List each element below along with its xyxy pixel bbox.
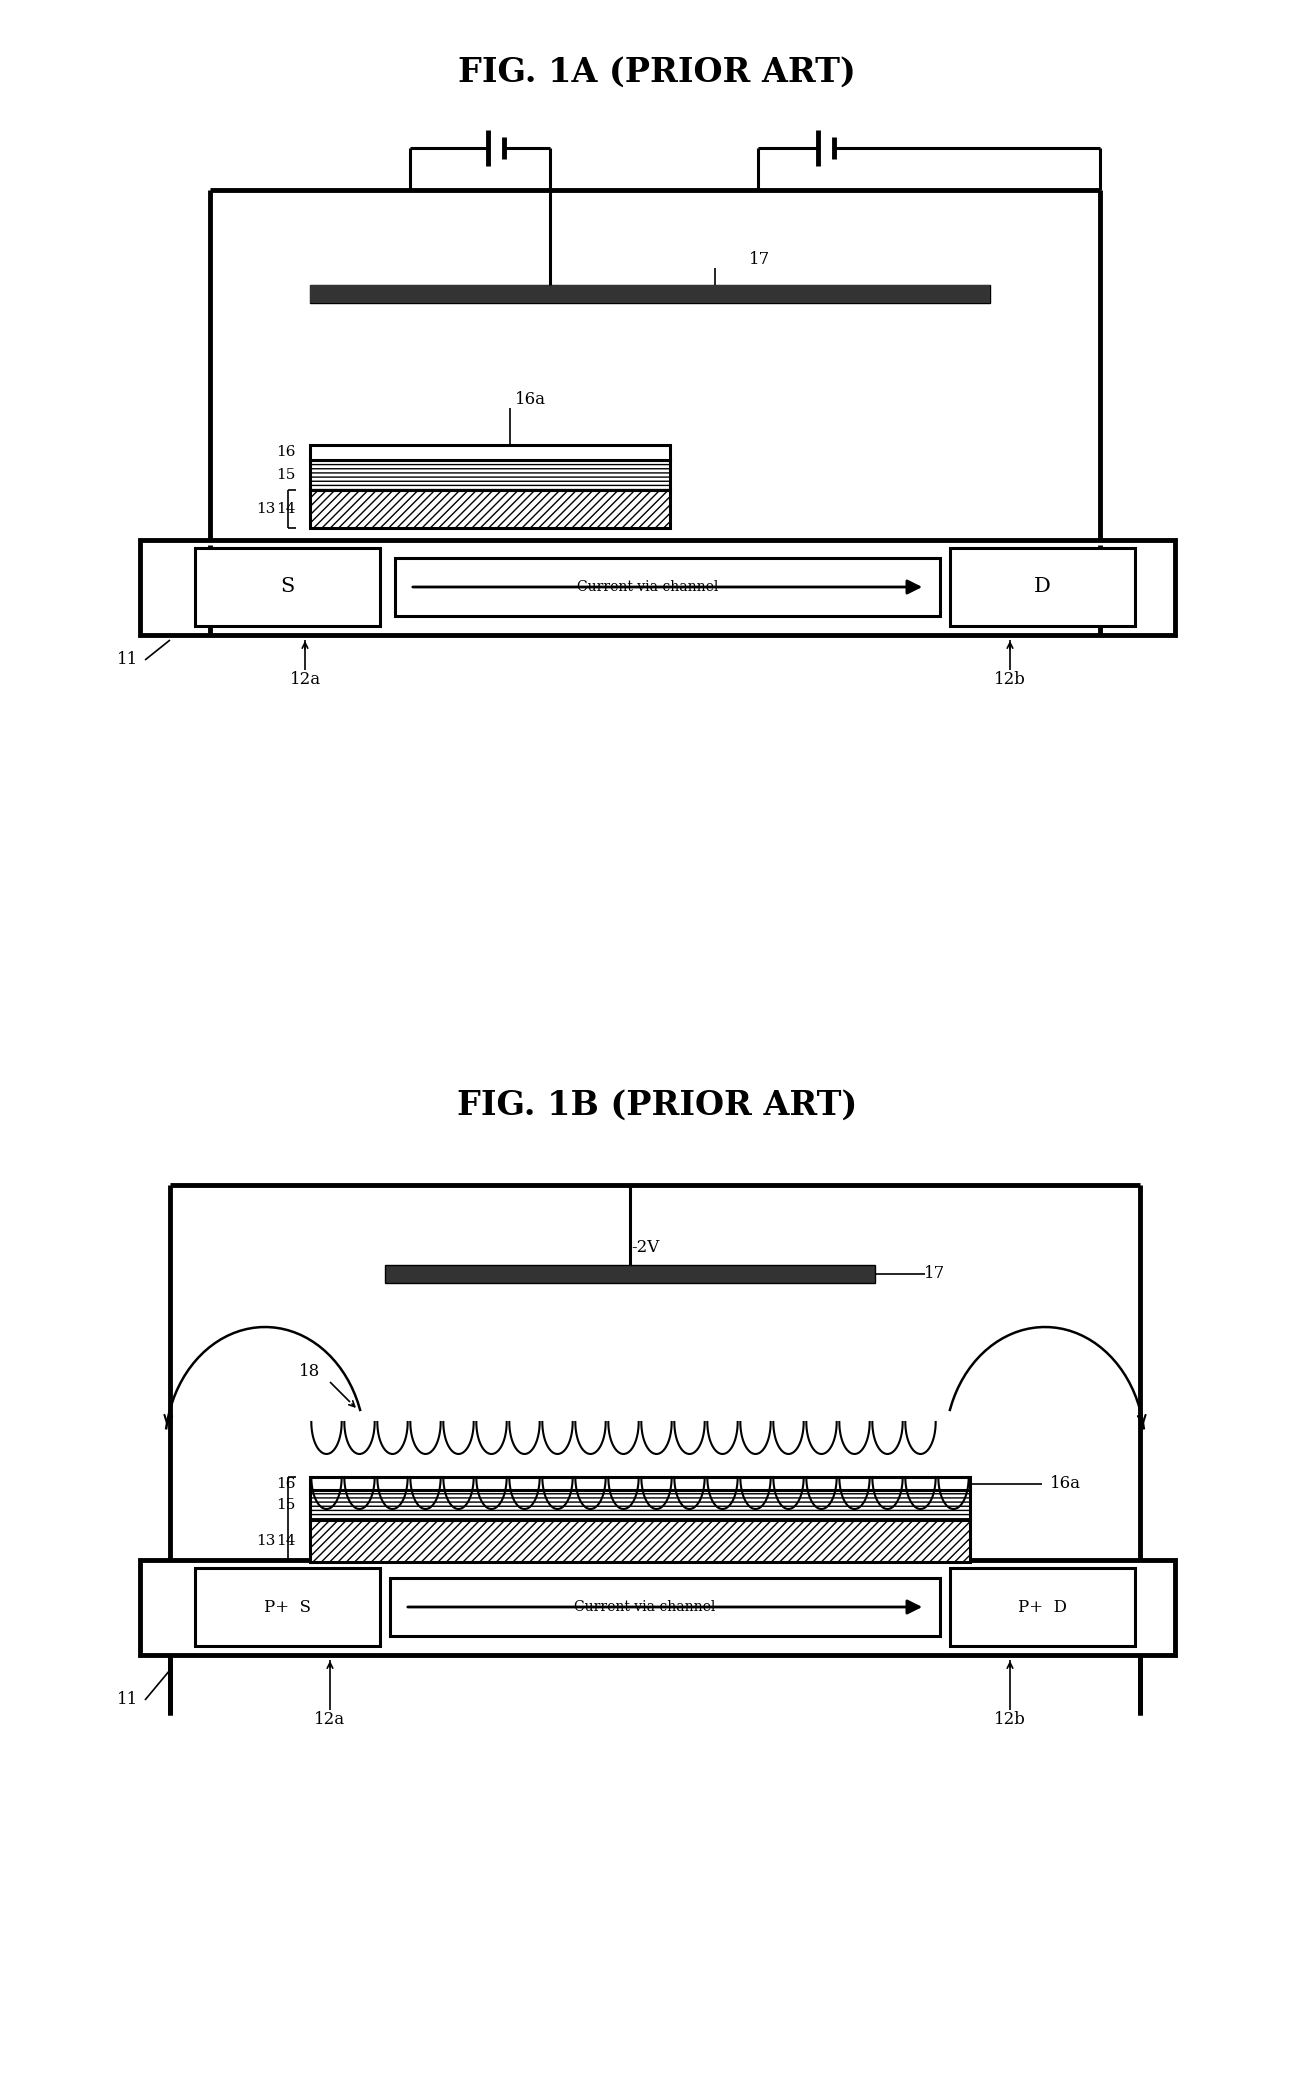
Text: -2V: -2V xyxy=(631,1240,660,1257)
Bar xyxy=(141,1560,1175,1656)
Text: 18: 18 xyxy=(300,1363,321,1380)
Text: P+  D: P+ D xyxy=(1018,1599,1067,1616)
Text: 16: 16 xyxy=(276,445,296,459)
Text: 14: 14 xyxy=(276,501,296,516)
Text: 12a: 12a xyxy=(314,1712,346,1729)
Bar xyxy=(310,284,989,303)
Bar xyxy=(141,541,1175,635)
Text: FIG. 1B (PRIOR ART): FIG. 1B (PRIOR ART) xyxy=(457,1088,857,1121)
Text: 14: 14 xyxy=(276,1535,296,1547)
Bar xyxy=(385,1265,875,1282)
Text: 13: 13 xyxy=(256,501,276,516)
Text: 15: 15 xyxy=(277,468,296,482)
Bar xyxy=(310,459,670,491)
Text: 15: 15 xyxy=(277,1497,296,1512)
Text: S: S xyxy=(280,578,294,597)
Text: 12b: 12b xyxy=(995,1712,1026,1729)
Text: 12a: 12a xyxy=(289,672,321,689)
Text: Current via channel: Current via channel xyxy=(574,1599,716,1614)
Bar xyxy=(396,557,940,616)
Text: Current via channel: Current via channel xyxy=(577,580,719,593)
Text: 11: 11 xyxy=(117,651,138,668)
Bar xyxy=(310,491,670,528)
Text: 16a: 16a xyxy=(1050,1474,1081,1493)
Text: 0V: 0V xyxy=(284,1566,305,1581)
Text: 17: 17 xyxy=(924,1265,946,1282)
Text: 17: 17 xyxy=(749,251,770,269)
Text: 16: 16 xyxy=(276,1476,296,1491)
Text: -3V: -3V xyxy=(975,1566,1001,1581)
Text: 13: 13 xyxy=(256,1535,276,1547)
Text: 16a: 16a xyxy=(515,393,545,409)
Bar xyxy=(385,1265,875,1282)
Bar xyxy=(310,284,989,303)
Text: 11: 11 xyxy=(117,1691,138,1708)
Text: 12b: 12b xyxy=(995,672,1026,689)
Text: P+  S: P+ S xyxy=(264,1599,311,1616)
Bar xyxy=(390,1579,940,1637)
Bar xyxy=(310,1491,970,1520)
Bar xyxy=(310,445,670,459)
Text: D: D xyxy=(1034,578,1051,597)
Bar xyxy=(194,547,380,626)
Bar xyxy=(950,1568,1135,1645)
Bar xyxy=(950,547,1135,626)
Bar xyxy=(194,1568,380,1645)
Bar xyxy=(310,1476,970,1491)
Text: FIG. 1A (PRIOR ART): FIG. 1A (PRIOR ART) xyxy=(459,56,855,88)
Bar xyxy=(310,1520,970,1562)
